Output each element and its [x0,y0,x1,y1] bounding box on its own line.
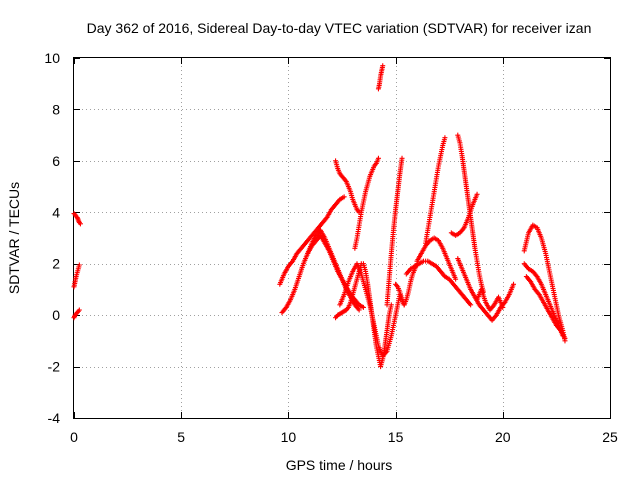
series-arc-k [403,258,474,308]
x-tick-label: 15 [388,429,404,445]
data-point [76,307,82,313]
data-point [562,335,568,341]
series-arc-o [455,132,487,295]
y-tick-label: -2 [48,359,61,375]
x-tick-label: 5 [177,429,185,445]
series-arc-f [333,158,362,215]
series-early-low [71,307,82,321]
series-arc-h [375,63,386,92]
y-axis-label: SDTVAR / TECUs [6,182,22,294]
y-tick-label: 4 [52,204,60,220]
series-arc-m [423,135,448,246]
data-point [356,307,362,313]
y-tick-label: 8 [52,101,60,117]
data-point [76,262,82,268]
data-point [375,155,381,161]
x-axis-label: GPS time / hours [286,457,393,473]
series-arc-j [393,261,420,308]
data-point [468,302,474,308]
chart-title: Day 362 of 2016, Sidereal Day-to-day VTE… [87,20,592,36]
series-arc-a [277,194,347,287]
data-point [380,63,386,69]
data-point [474,191,480,197]
y-tick-label: 6 [52,153,60,169]
y-tick-label: -4 [48,410,61,426]
series-early-mid [71,262,82,290]
data-point [388,302,394,308]
data-point [453,276,459,282]
series-arc-c [305,232,366,310]
x-tick-labels: 0 5 10 15 20 25 [70,429,618,445]
x-tick-label: 25 [602,429,618,445]
data-point [500,304,506,310]
data-point [360,304,366,310]
y-tick-label: 2 [52,256,60,272]
series-arc-i [384,155,405,308]
x-tick-label: 10 [281,429,297,445]
plot-frame [73,57,611,419]
data-point [341,194,347,200]
series-arc-g [352,155,381,251]
x-tick-label: 0 [70,429,78,445]
series-arc-d [337,261,407,359]
series-early-high [71,211,83,227]
y-tick-labels: -4 -2 0 2 4 6 8 10 [44,50,60,426]
series-arc-l [414,235,459,282]
series-arc-t [523,274,568,341]
y-tick-label: 0 [52,307,60,323]
data-point [511,281,517,287]
data-point [77,221,83,227]
series-arc-q [474,286,506,313]
y-tick-label: 10 [44,50,60,66]
x-tick-label: 20 [495,429,511,445]
series-arc-p [455,256,517,323]
data-points [71,63,568,370]
series-arc-e [333,261,394,370]
data-point [399,155,405,161]
grid-lines [74,58,610,418]
data-point [442,135,448,141]
axis-ticks [74,58,611,419]
